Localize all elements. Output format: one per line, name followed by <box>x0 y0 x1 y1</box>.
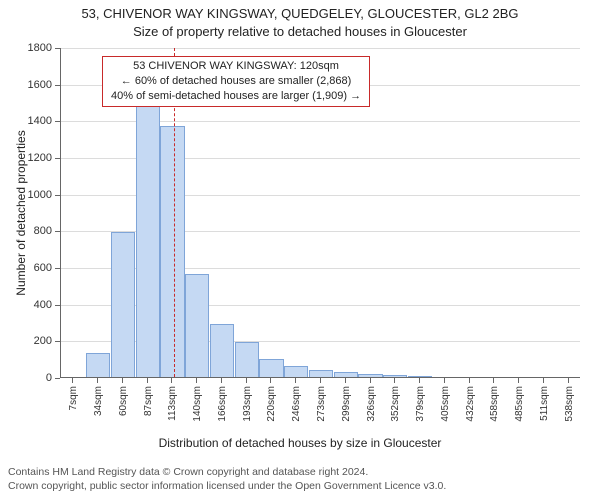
y-tick-label: 1400 <box>0 115 52 127</box>
x-tick-mark <box>221 378 222 383</box>
x-tick-label: 113sqm <box>167 386 178 421</box>
x-tick-label: 405sqm <box>440 386 451 422</box>
x-tick-mark <box>568 378 569 383</box>
x-tick-label: 246sqm <box>291 386 302 422</box>
y-tick-mark <box>55 378 60 379</box>
x-tick-label: 485sqm <box>514 386 525 422</box>
histogram-bar <box>136 91 160 377</box>
x-tick-label: 458sqm <box>489 386 500 422</box>
y-tick-mark <box>55 305 60 306</box>
x-tick-mark <box>394 378 395 383</box>
x-tick-label: 7sqm <box>68 386 79 410</box>
y-tick-label: 1600 <box>0 79 52 91</box>
x-tick-label: 87sqm <box>143 386 154 416</box>
x-tick-label: 538sqm <box>564 386 575 422</box>
histogram-bar <box>259 359 283 377</box>
histogram-bar <box>185 274 209 377</box>
x-tick-label: 220sqm <box>266 386 277 422</box>
y-tick-label: 1200 <box>0 152 52 164</box>
histogram-bar <box>309 370 333 377</box>
histogram-bar <box>86 353 110 377</box>
x-tick-mark <box>320 378 321 383</box>
y-tick-mark <box>55 195 60 196</box>
histogram-bar <box>284 366 308 377</box>
y-tick-label: 400 <box>0 299 52 311</box>
y-tick-mark <box>55 48 60 49</box>
histogram-bar <box>334 372 358 378</box>
annotation-line: 40% of semi-detached houses are larger (… <box>111 89 361 104</box>
annotation-line: ← 60% of detached houses are smaller (2,… <box>111 74 361 89</box>
x-tick-label: 352sqm <box>390 386 401 422</box>
grid-line <box>61 48 580 49</box>
y-tick-label: 0 <box>0 372 52 384</box>
histogram-bar <box>408 376 432 377</box>
x-tick-label: 193sqm <box>242 386 253 422</box>
x-axis-label: Distribution of detached houses by size … <box>0 436 600 450</box>
histogram-bar <box>383 375 407 377</box>
x-tick-label: 326sqm <box>366 386 377 422</box>
x-tick-mark <box>469 378 470 383</box>
x-tick-mark <box>295 378 296 383</box>
footer-line-1: Contains HM Land Registry data © Crown c… <box>8 466 368 478</box>
x-tick-mark <box>370 378 371 383</box>
x-tick-label: 379sqm <box>415 386 426 422</box>
x-tick-mark <box>171 378 172 383</box>
x-tick-mark <box>444 378 445 383</box>
x-tick-label: 432sqm <box>465 386 476 422</box>
x-tick-mark <box>543 378 544 383</box>
y-tick-mark <box>55 231 60 232</box>
x-tick-mark <box>246 378 247 383</box>
y-tick-label: 800 <box>0 225 52 237</box>
histogram-bar <box>111 232 135 377</box>
x-tick-mark <box>122 378 123 383</box>
y-tick-label: 600 <box>0 262 52 274</box>
x-tick-label: 166sqm <box>217 386 228 422</box>
histogram-bar <box>358 374 382 377</box>
histogram-bar <box>235 342 259 377</box>
x-tick-mark <box>147 378 148 383</box>
x-tick-mark <box>270 378 271 383</box>
y-tick-mark <box>55 341 60 342</box>
chart-subtitle: Size of property relative to detached ho… <box>0 24 600 39</box>
x-tick-mark <box>518 378 519 383</box>
y-tick-label: 200 <box>0 335 52 347</box>
x-tick-mark <box>493 378 494 383</box>
y-tick-mark <box>55 268 60 269</box>
y-tick-mark <box>55 85 60 86</box>
x-tick-label: 273sqm <box>316 386 327 422</box>
histogram-bar <box>210 324 234 377</box>
x-tick-mark <box>72 378 73 383</box>
annotation-line: 53 CHIVENOR WAY KINGSWAY: 120sqm <box>111 59 361 74</box>
y-tick-mark <box>55 121 60 122</box>
x-tick-mark <box>97 378 98 383</box>
y-tick-mark <box>55 158 60 159</box>
x-tick-label: 299sqm <box>341 386 352 422</box>
x-tick-label: 34sqm <box>93 386 104 416</box>
x-tick-label: 511sqm <box>539 386 550 421</box>
x-tick-mark <box>345 378 346 383</box>
x-tick-mark <box>196 378 197 383</box>
footer-line-2: Crown copyright, public sector informati… <box>8 480 446 492</box>
x-tick-label: 140sqm <box>192 386 203 422</box>
y-tick-label: 1800 <box>0 42 52 54</box>
x-tick-mark <box>419 378 420 383</box>
y-tick-label: 1000 <box>0 189 52 201</box>
chart-title: 53, CHIVENOR WAY KINGSWAY, QUEDGELEY, GL… <box>0 6 600 21</box>
x-tick-label: 60sqm <box>118 386 129 416</box>
annotation-box: 53 CHIVENOR WAY KINGSWAY: 120sqm← 60% of… <box>102 56 370 107</box>
histogram-bar <box>160 126 184 377</box>
chart-container: { "chart": { "type": "histogram", "title… <box>0 0 600 500</box>
